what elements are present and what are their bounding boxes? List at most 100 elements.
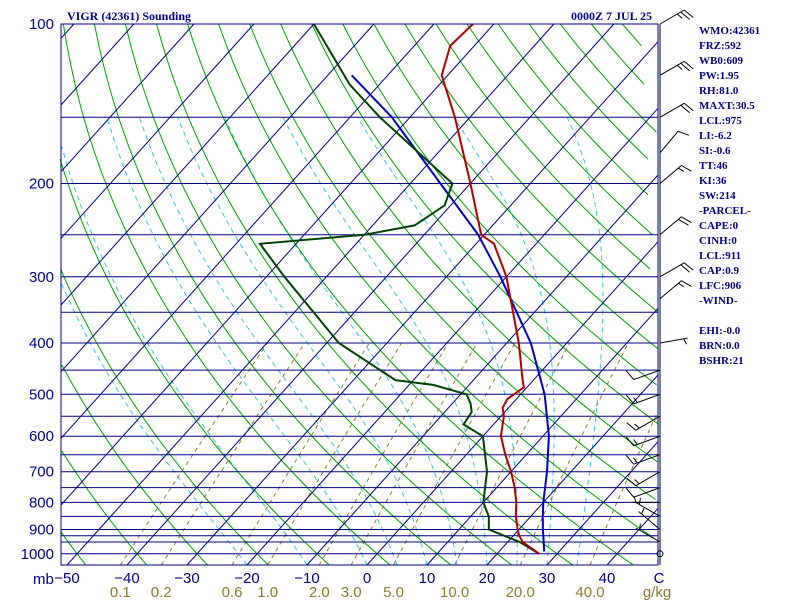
mixing-ratio-line — [519, 342, 629, 566]
mixing-ratio-line — [318, 342, 449, 566]
mixing-ratio-line — [393, 342, 516, 566]
wind-barb-half — [641, 508, 645, 515]
wind-barb-staff — [659, 9, 685, 25]
wind-barb-staff — [633, 487, 661, 498]
index-value: KI:36 — [699, 175, 727, 187]
mixing-ratio-tick-label: 0.6 — [222, 584, 243, 600]
wind-barb-flag — [681, 280, 692, 288]
wind-barb-flag — [683, 60, 694, 70]
dry-adiabats — [59, 23, 660, 566]
mixing-ratio-unit-label: g/kg — [643, 584, 671, 600]
mixing-ratio-tick-label: 0.2 — [151, 584, 172, 600]
wind-barb-flag — [683, 9, 694, 18]
dry-adiabat-line — [590, 23, 645, 85]
temperature-tick-label: −50 — [54, 570, 79, 587]
index-value: BSHR:21 — [699, 355, 744, 367]
wind-barb-flag — [677, 130, 690, 136]
moist-adiabat-line — [61, 145, 308, 566]
index-value: FRZ:592 — [699, 40, 742, 52]
dry-adiabat-line — [62, 23, 391, 566]
wind-barb-flag — [625, 454, 635, 465]
index-value: RH:81.0 — [699, 85, 739, 97]
dry-adiabat-line — [60, 531, 87, 566]
index-value: WMO:42361 — [699, 25, 760, 37]
moist-adiabat-line — [224, 117, 458, 566]
index-value: -PARCEL- — [699, 205, 751, 217]
dry-adiabat-line — [156, 23, 573, 566]
index-value: MAXT:30.5 — [699, 100, 755, 112]
dry-adiabat-line — [497, 23, 649, 196]
wind-barb-staff — [659, 262, 685, 278]
pressure-tick-label: 900 — [29, 522, 54, 539]
wind-barb-half — [634, 479, 640, 485]
pressure-tick-label: 300 — [29, 269, 54, 286]
dry-adiabat-line — [466, 23, 653, 236]
wind-barb-half — [634, 423, 640, 429]
wind-barb-half — [683, 338, 688, 345]
index-value: LCL:975 — [699, 115, 742, 127]
index-value: BRN:0.0 — [699, 340, 740, 352]
isotherm-line — [60, 23, 375, 373]
wind-barb-staff — [633, 454, 661, 465]
wind-barb-staff — [633, 435, 661, 447]
dry-adiabat-line — [249, 23, 656, 500]
wind-barb-flag — [680, 104, 691, 114]
index-value: SW:214 — [699, 190, 736, 202]
index-value: -WIND- — [699, 295, 738, 307]
wind-barb-staff — [635, 415, 661, 431]
moist-adiabat-line — [282, 117, 488, 566]
isotherm-line — [60, 23, 435, 439]
index-value: CAPE:0 — [699, 220, 739, 232]
wind-barb-flag — [680, 62, 691, 72]
index-value: LI:-6.2 — [699, 130, 732, 142]
wind-barb-half — [678, 282, 685, 288]
chart-title: VIGR (42361) Sounding — [67, 9, 191, 23]
wind-barb-half — [633, 397, 638, 403]
temperature-tick-label: 40 — [599, 570, 616, 587]
wind-barb-staff — [659, 280, 682, 300]
mixing-ratio-tick-label: 3.0 — [341, 584, 362, 600]
wind-barb-flag — [681, 165, 692, 172]
index-value: LFC:906 — [699, 280, 742, 292]
pressure-tick-label: 700 — [29, 464, 54, 481]
indices-panel: WMO:42361 FRZ:592 WB0:609 PW:1.95 RH:81.0 MAX… — [699, 25, 760, 367]
dry-adiabat-line — [528, 23, 649, 160]
mixing-ratio-tick-label: 40.0 — [575, 584, 604, 600]
isotherm-line — [60, 23, 195, 173]
isotherm-line — [606, 507, 659, 566]
pressure-tick-label: 500 — [29, 386, 54, 403]
dry-adiabat-line — [93, 23, 452, 566]
parcel-trace — [350, 74, 550, 552]
dry-adiabat-line — [342, 23, 657, 386]
temperature-tick-label: 0 — [363, 570, 371, 587]
mixing-ratio-lines — [119, 342, 659, 566]
index-value: CINH:0 — [699, 235, 737, 247]
index-value: PW:1.95 — [699, 70, 740, 82]
isotherm-line — [126, 23, 615, 566]
temperature-tick-label: 10 — [419, 570, 436, 587]
wind-barb-staff — [659, 102, 685, 118]
wind-barb-flag — [678, 218, 689, 226]
dry-adiabat-line — [621, 23, 642, 47]
temperature-tick-label: 30 — [539, 570, 556, 587]
dry-adiabat-line — [435, 23, 651, 270]
mixing-ratio-line — [267, 342, 403, 566]
wind-barb-half — [678, 167, 685, 172]
index-value: TT:46 — [699, 160, 728, 172]
pressure-tick-label: 400 — [29, 335, 54, 352]
temperature-trace — [440, 23, 540, 555]
dry-adiabat-line — [187, 23, 634, 566]
dry-adiabat-line — [59, 159, 330, 566]
wind-barb-flag — [680, 264, 691, 273]
wind-barb-flag — [626, 477, 637, 487]
isotherm-line — [60, 23, 75, 39]
wind-barb-flag — [681, 216, 692, 224]
temperature-unit-label: C — [654, 570, 665, 587]
wind-barb-staff — [633, 369, 661, 381]
sounding-time: 0000Z 7 JUL 25 — [571, 9, 652, 23]
calm-wind-marker — [656, 550, 664, 558]
mixing-ratio-line — [350, 342, 478, 566]
wind-barb-flag — [625, 487, 635, 498]
wind-barb-flag — [625, 436, 635, 447]
isotherm-line — [60, 23, 315, 306]
